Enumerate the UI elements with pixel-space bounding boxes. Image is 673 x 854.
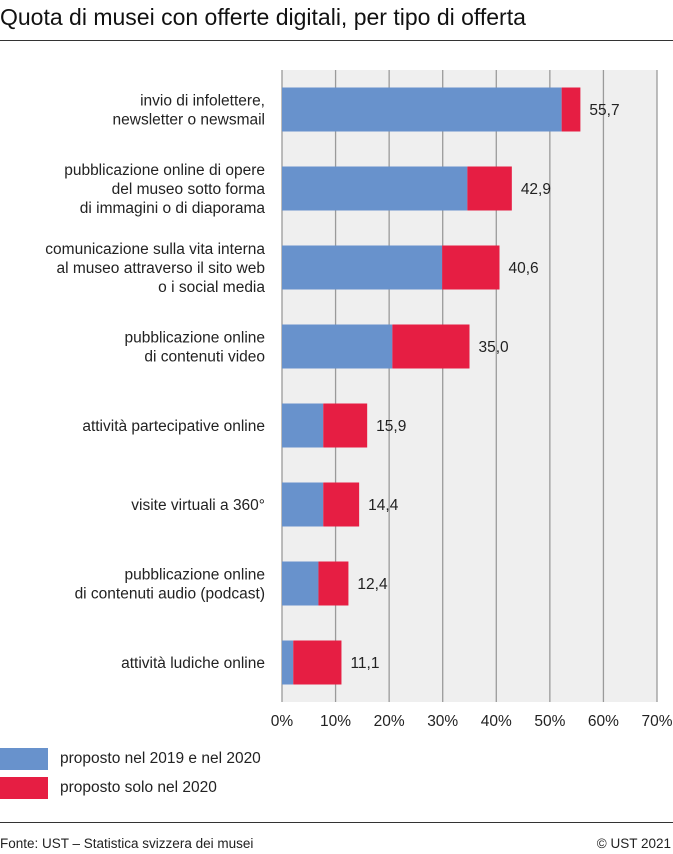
copyright: © UST 2021 bbox=[596, 836, 671, 851]
category-label: pubblicazione online bbox=[125, 330, 265, 347]
data-label: 40,6 bbox=[509, 260, 539, 277]
bar-segment-series-1 bbox=[282, 482, 324, 527]
title-divider bbox=[0, 40, 673, 41]
category-label: newsletter o newsmail bbox=[113, 112, 265, 129]
category-label: attività partecipative online bbox=[82, 418, 265, 435]
category-label: invio di infolettere, bbox=[140, 93, 265, 110]
data-label: 42,9 bbox=[521, 181, 551, 198]
bar-segment-series-2 bbox=[323, 403, 368, 448]
bar-segment-series-2 bbox=[442, 245, 500, 290]
bar-segment-series-1 bbox=[282, 245, 443, 290]
x-tick-label: 70% bbox=[641, 713, 672, 730]
bar-segment-series-1 bbox=[282, 324, 393, 369]
x-tick-label: 40% bbox=[481, 713, 512, 730]
plot-area bbox=[282, 70, 657, 702]
data-label: 35,0 bbox=[479, 339, 510, 356]
category-label: attività ludiche online bbox=[121, 655, 265, 672]
bar-segment-series-1 bbox=[282, 403, 324, 448]
category-label: visite virtuali a 360° bbox=[131, 497, 265, 514]
x-tick-label: 0% bbox=[271, 713, 294, 730]
category-label: del museo sotto forma bbox=[112, 181, 266, 198]
legend-label: proposto solo nel 2020 bbox=[60, 779, 217, 796]
bar-segment-series-1 bbox=[282, 640, 294, 685]
bar-segment-series-2 bbox=[323, 482, 360, 527]
x-tick-label: 60% bbox=[588, 713, 619, 730]
bar-segment-series-2 bbox=[392, 324, 470, 369]
category-label: di immagini o di diaporama bbox=[80, 200, 266, 217]
bar-segment-series-2 bbox=[318, 561, 349, 606]
data-label: 11,1 bbox=[350, 655, 379, 672]
legend-swatch bbox=[0, 777, 48, 799]
category-label: di contenuti video bbox=[144, 349, 265, 366]
data-label: 55,7 bbox=[589, 102, 619, 119]
x-tick-label: 30% bbox=[427, 713, 458, 730]
bar-segment-series-2 bbox=[293, 640, 342, 685]
category-label: di contenuti audio (podcast) bbox=[75, 586, 265, 603]
source-note: Fonte: UST – Statistica svizzera dei mus… bbox=[0, 836, 254, 851]
category-label: o i social media bbox=[158, 279, 265, 296]
data-label: 15,9 bbox=[376, 418, 406, 435]
legend-swatch bbox=[0, 748, 48, 770]
legend-item-series-2: proposto solo nel 2020 bbox=[0, 777, 217, 799]
bar-segment-series-1 bbox=[282, 166, 468, 211]
legend-item-series-1: proposto nel 2019 e nel 2020 bbox=[0, 748, 261, 770]
x-tick-label: 50% bbox=[534, 713, 565, 730]
category-label: pubblicazione online bbox=[125, 567, 265, 584]
category-label: al museo attraverso il sito web bbox=[57, 260, 265, 277]
x-tick-label: 10% bbox=[320, 713, 351, 730]
chart-title: Quota di musei con offerte digitali, per… bbox=[0, 4, 526, 30]
category-label: comunicazione sulla vita interna bbox=[45, 241, 265, 258]
bar-segment-series-1 bbox=[282, 87, 562, 132]
x-tick-label: 20% bbox=[374, 713, 405, 730]
category-label: pubblicazione online di opere bbox=[64, 162, 265, 179]
footer-divider bbox=[0, 822, 673, 823]
bar-segment-series-2 bbox=[467, 166, 512, 211]
bar-segment-series-2 bbox=[561, 87, 581, 132]
data-label: 12,4 bbox=[357, 576, 388, 593]
data-label: 14,4 bbox=[368, 497, 399, 514]
bar-segment-series-1 bbox=[282, 561, 319, 606]
legend-label: proposto nel 2019 e nel 2020 bbox=[60, 750, 261, 767]
